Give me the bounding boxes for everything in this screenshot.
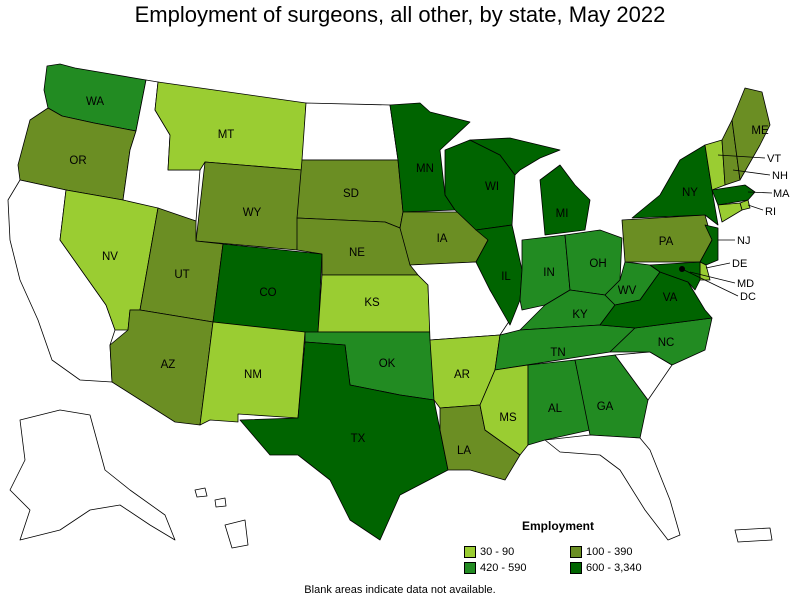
state-fl[interactable] bbox=[544, 434, 681, 541]
legend-item-1: 30 - 90 bbox=[464, 546, 514, 558]
state-hi[interactable] bbox=[194, 487, 249, 549]
legend-swatch-4 bbox=[570, 562, 582, 574]
label-tx: TX bbox=[351, 433, 366, 445]
label-nj: NJ bbox=[737, 235, 750, 247]
legend-swatch-2 bbox=[570, 546, 582, 558]
label-ms: MS bbox=[499, 412, 517, 424]
label-nc: NC bbox=[658, 337, 675, 349]
footnote: Blank areas indicate data not available. bbox=[304, 584, 496, 596]
legend-swatch-3 bbox=[464, 562, 476, 574]
label-vt: VT bbox=[767, 153, 781, 165]
map-title: Employment of surgeons, all other, by st… bbox=[134, 2, 666, 27]
label-nh: NH bbox=[772, 170, 788, 182]
label-al: AL bbox=[548, 403, 563, 415]
label-pa: PA bbox=[659, 236, 674, 248]
label-sd: SD bbox=[343, 188, 359, 200]
state-me[interactable] bbox=[731, 87, 771, 181]
state-ct[interactable] bbox=[717, 202, 743, 223]
legend-label-2: 100 - 390 bbox=[586, 546, 633, 558]
legend-item-2: 100 - 390 bbox=[570, 546, 632, 558]
label-wi: WI bbox=[485, 181, 499, 193]
label-ks: KS bbox=[364, 297, 380, 309]
state-ny[interactable] bbox=[631, 144, 719, 226]
legend-swatch-1 bbox=[464, 546, 476, 558]
label-az: AZ bbox=[161, 359, 176, 371]
label-nm: NM bbox=[244, 369, 262, 381]
state-tx[interactable] bbox=[239, 341, 449, 541]
label-ok: OK bbox=[379, 358, 396, 370]
label-wy: WY bbox=[243, 207, 262, 219]
label-wv: WV bbox=[618, 285, 637, 297]
label-md: MD bbox=[737, 278, 754, 290]
label-ut: UT bbox=[174, 269, 189, 281]
label-la: LA bbox=[457, 445, 471, 457]
label-mn: MN bbox=[416, 163, 434, 175]
label-wa: WA bbox=[86, 96, 104, 108]
label-ar: AR bbox=[454, 369, 470, 381]
label-oh: OH bbox=[589, 258, 606, 270]
legend-title: Employment bbox=[522, 519, 595, 533]
state-md[interactable] bbox=[649, 261, 701, 291]
state-al[interactable] bbox=[527, 359, 591, 446]
label-ri: RI bbox=[765, 206, 776, 218]
state-mi[interactable] bbox=[469, 137, 591, 236]
label-ga: GA bbox=[597, 401, 614, 413]
label-ny: NY bbox=[682, 187, 698, 199]
state-labels: WA OR MT NV WY UT AZ CO NM SD NE KS OK T… bbox=[69, 96, 769, 457]
label-de: DE bbox=[732, 258, 747, 270]
label-va: VA bbox=[663, 292, 678, 304]
legend-label-4: 600 - 3,340 bbox=[586, 562, 642, 574]
legend-item-4: 600 - 3,340 bbox=[570, 562, 642, 574]
label-me: ME bbox=[751, 125, 769, 137]
label-ma: MA bbox=[773, 188, 790, 200]
label-nv: NV bbox=[102, 251, 118, 263]
label-ky: KY bbox=[572, 309, 588, 321]
leader-labels: VT NH MA RI NJ DE MD DC bbox=[681, 153, 790, 303]
label-dc: DC bbox=[740, 291, 756, 303]
state-wy[interactable] bbox=[195, 161, 303, 251]
state-mn[interactable] bbox=[389, 102, 471, 213]
legend-label-3: 420 - 590 bbox=[480, 562, 527, 574]
label-in: IN bbox=[543, 267, 555, 279]
label-co: CO bbox=[259, 287, 276, 299]
label-tn: TN bbox=[550, 347, 565, 359]
label-ia: IA bbox=[437, 233, 448, 245]
label-mi: MI bbox=[556, 208, 569, 220]
label-or: OR bbox=[69, 155, 86, 167]
legend-label-1: 30 - 90 bbox=[480, 546, 515, 558]
state-nm[interactable] bbox=[199, 321, 306, 426]
territory-pr[interactable] bbox=[734, 527, 773, 543]
label-il: IL bbox=[501, 271, 511, 283]
legend-item-3: 420 - 590 bbox=[464, 562, 526, 574]
state-ak[interactable] bbox=[9, 409, 176, 541]
label-mt: MT bbox=[218, 129, 235, 141]
state-nd[interactable] bbox=[301, 102, 399, 161]
label-ne: NE bbox=[349, 247, 365, 259]
state-il[interactable] bbox=[475, 224, 523, 326]
state-ma[interactable] bbox=[711, 184, 756, 206]
state-de[interactable] bbox=[699, 261, 711, 281]
state-mt[interactable] bbox=[154, 81, 307, 171]
